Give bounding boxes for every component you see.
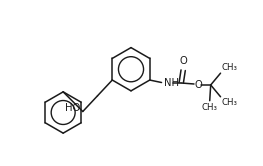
Text: O: O [195, 80, 203, 90]
Text: CH₃: CH₃ [221, 63, 237, 72]
Text: CH₃: CH₃ [202, 103, 218, 112]
Text: NH: NH [164, 78, 179, 88]
Text: O: O [179, 56, 187, 66]
Text: HO: HO [65, 103, 80, 113]
Text: CH₃: CH₃ [221, 98, 237, 107]
